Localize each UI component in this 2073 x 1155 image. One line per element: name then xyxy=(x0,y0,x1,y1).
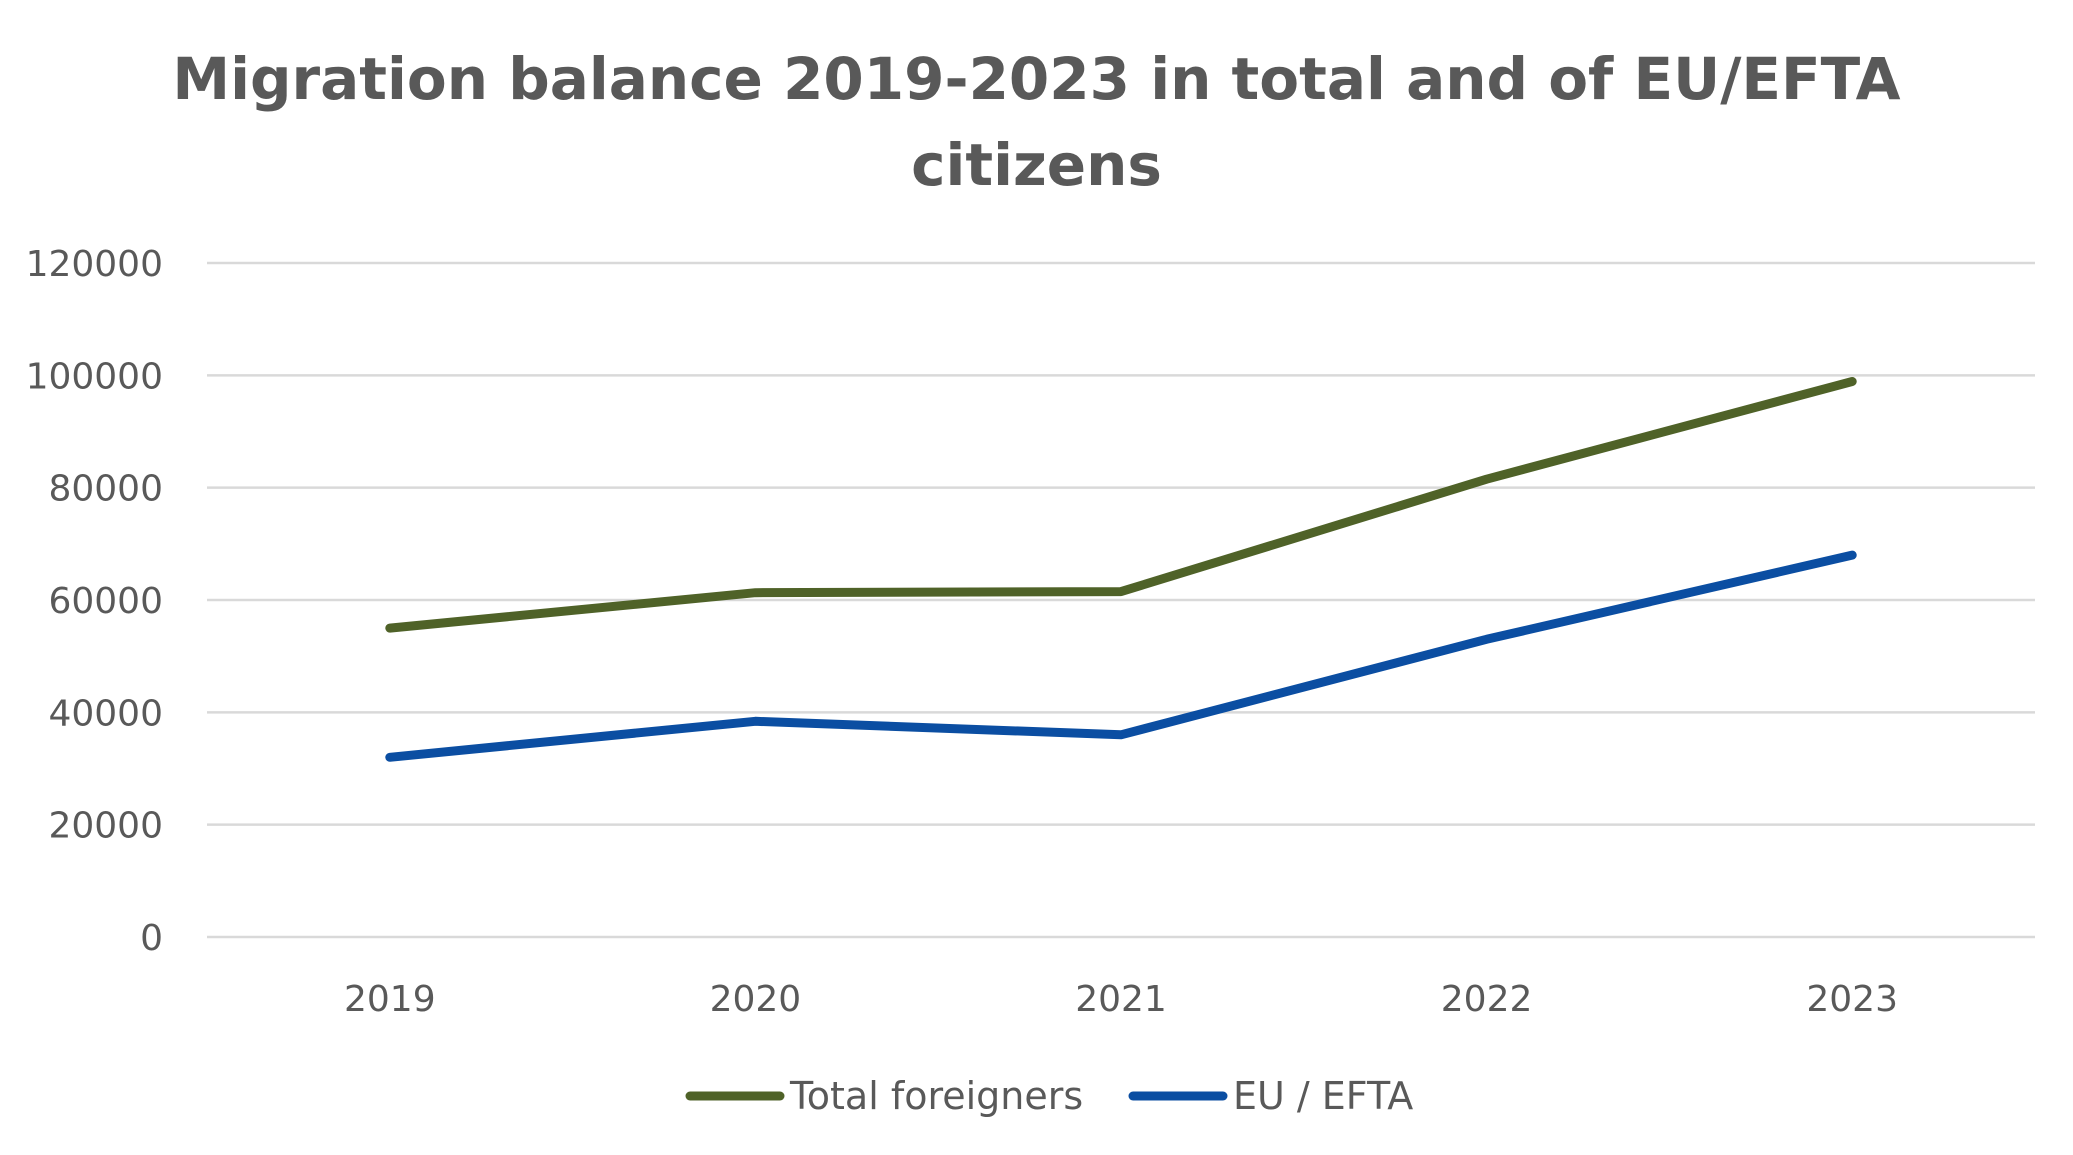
x-axis-tick-labels: 2019 2020 2021 2022 2023 xyxy=(344,979,1898,1020)
x-tick-label: 2019 xyxy=(344,979,436,1020)
series-line-eu-efta xyxy=(385,550,1857,762)
series-lines xyxy=(385,377,1857,762)
chart-title: Migration balance 2019-2023 in total and… xyxy=(0,36,2073,208)
y-tick-label: 80000 xyxy=(48,469,163,510)
x-tick-label: 2020 xyxy=(710,979,802,1020)
chart-title-line-2: citizens xyxy=(911,131,1162,199)
legend-label: EU / EFTA xyxy=(1233,1074,1413,1118)
gridlines xyxy=(207,261,2035,939)
x-tick-label: 2021 xyxy=(1075,979,1167,1020)
y-axis-tick-labels: 0 20000 40000 60000 80000 100000 120000 xyxy=(26,244,163,959)
y-tick-label: 60000 xyxy=(48,581,163,622)
y-tick-label: 20000 xyxy=(48,806,163,847)
y-tick-label: 0 xyxy=(140,918,163,959)
series-line-total-foreigners xyxy=(385,377,1857,633)
x-tick-label: 2023 xyxy=(1806,979,1898,1020)
legend: Total foreigners EU / EFTA xyxy=(685,1074,1413,1118)
y-tick-label: 120000 xyxy=(26,244,163,285)
chart-title-line-1: Migration balance 2019-2023 in total and… xyxy=(172,45,1901,113)
y-tick-label: 100000 xyxy=(26,356,163,397)
legend-label: Total foreigners xyxy=(789,1074,1083,1118)
x-tick-label: 2022 xyxy=(1441,979,1533,1020)
y-tick-label: 40000 xyxy=(48,693,163,734)
